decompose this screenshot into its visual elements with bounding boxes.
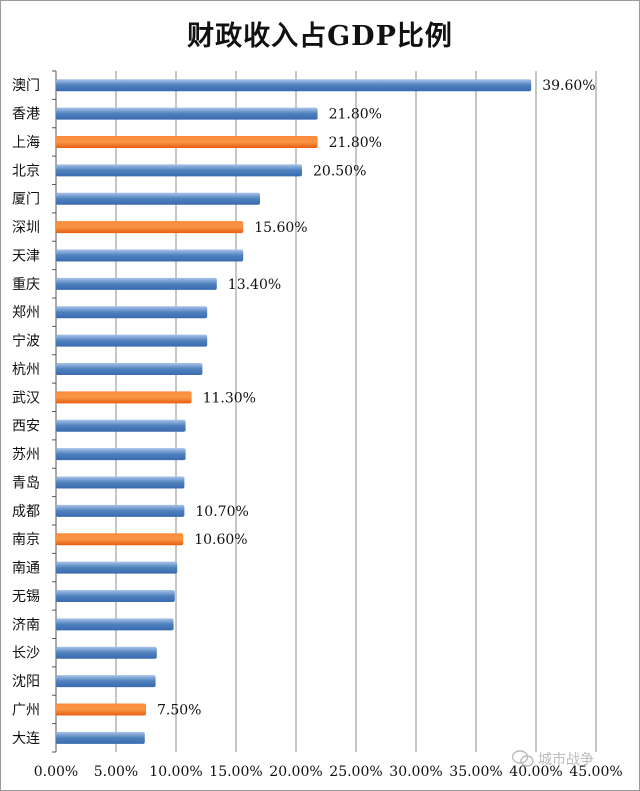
bar — [56, 277, 217, 290]
category-label: 济南 — [12, 617, 40, 633]
bar — [56, 675, 156, 688]
x-tick-label: 40.00% — [509, 764, 562, 780]
bar — [56, 164, 302, 177]
category-label: 郑州 — [12, 305, 40, 321]
bar — [56, 561, 178, 574]
category-label: 北京 — [12, 163, 40, 179]
category-label: 长沙 — [12, 646, 40, 662]
x-tick-label: 45.00% — [569, 764, 622, 780]
category-label: 苏州 — [12, 447, 40, 463]
data-label: 10.60% — [194, 532, 247, 548]
x-tick-label: 20.00% — [269, 764, 322, 780]
data-label: 11.30% — [203, 390, 256, 406]
bar — [56, 79, 532, 92]
category-label: 沈阳 — [12, 674, 40, 690]
category-label: 深圳 — [12, 220, 40, 236]
bar — [56, 703, 146, 716]
bar — [56, 504, 185, 517]
category-label: 西安 — [12, 419, 40, 435]
bar — [56, 107, 318, 120]
bar — [56, 533, 184, 546]
bar — [56, 646, 157, 659]
category-label: 大连 — [12, 731, 40, 747]
category-label: 重庆 — [12, 277, 40, 293]
data-label: 10.70% — [195, 504, 248, 520]
bar — [56, 618, 174, 631]
bar — [56, 135, 318, 148]
data-label: 20.50% — [313, 163, 366, 179]
category-label: 南京 — [12, 532, 40, 548]
category-label: 广州 — [12, 702, 40, 718]
category-label: 成都 — [12, 504, 40, 520]
category-label: 武汉 — [12, 390, 40, 406]
data-label: 13.40% — [228, 277, 281, 293]
bar — [56, 306, 208, 319]
x-tick-label: 10.00% — [149, 764, 202, 780]
category-label: 天津 — [12, 248, 40, 264]
bar — [56, 391, 192, 404]
x-tick-label: 35.00% — [449, 764, 502, 780]
data-label: 21.80% — [329, 135, 382, 151]
bar — [56, 334, 208, 347]
x-tick-label: 25.00% — [329, 764, 382, 780]
x-tick-label: 5.00% — [94, 764, 138, 780]
x-tick-label: 0.00% — [34, 764, 78, 780]
bar — [56, 419, 186, 432]
wechat-icon — [512, 750, 534, 767]
data-label: 15.60% — [254, 220, 307, 236]
bar — [56, 221, 244, 234]
x-tick-label: 30.00% — [389, 764, 442, 780]
bar — [56, 249, 244, 262]
x-tick-label: 15.00% — [209, 764, 262, 780]
category-label: 南通 — [12, 561, 40, 577]
bar — [56, 731, 145, 744]
category-label: 澳门 — [12, 78, 40, 94]
watermark: 城市战争 — [512, 748, 632, 770]
category-label: 无锡 — [12, 589, 40, 605]
category-label: 杭州 — [12, 362, 40, 378]
bar — [56, 589, 175, 602]
data-label: 7.50% — [157, 702, 201, 718]
data-label: 21.80% — [329, 107, 382, 123]
bar — [56, 192, 260, 205]
data-label: 39.60% — [542, 78, 595, 94]
category-label: 厦门 — [12, 192, 40, 208]
category-label: 香港 — [12, 107, 40, 123]
category-label: 上海 — [12, 135, 40, 151]
bar — [56, 476, 185, 489]
category-label: 青岛 — [12, 475, 40, 491]
watermark-text: 城市战争 — [538, 752, 594, 768]
bar — [56, 362, 203, 375]
bar — [56, 448, 186, 461]
category-label: 宁波 — [12, 333, 40, 350]
chart-title: 财政收入占GDP比例 — [187, 21, 453, 52]
